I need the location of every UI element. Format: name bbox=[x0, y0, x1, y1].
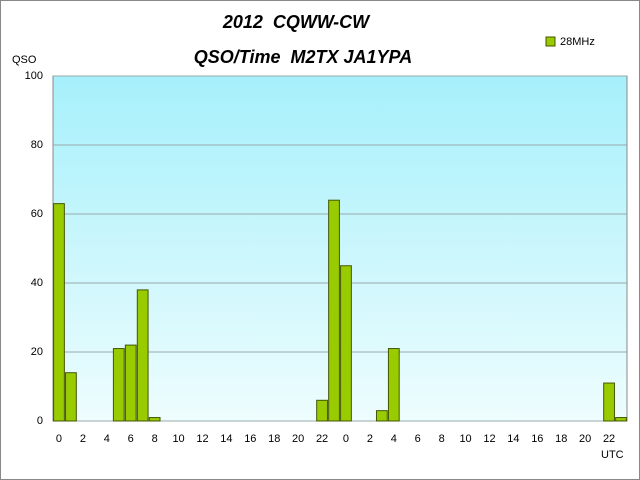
bar bbox=[615, 417, 627, 422]
bar bbox=[124, 344, 137, 422]
plot-area bbox=[52, 75, 628, 422]
x-axis-label: UTC bbox=[601, 449, 624, 461]
y-tick-label: 60 bbox=[31, 208, 43, 220]
bar bbox=[603, 382, 615, 422]
legend-label: 28MHz bbox=[560, 36, 595, 48]
x-tick-label: 6 bbox=[415, 433, 421, 445]
y-tick-label: 80 bbox=[31, 139, 43, 151]
bar bbox=[387, 348, 400, 422]
y-tick-label: 20 bbox=[31, 346, 43, 358]
x-tick-label: 16 bbox=[244, 433, 256, 445]
bar bbox=[340, 265, 352, 422]
y-tick-label: 100 bbox=[25, 70, 43, 82]
x-tick-label: 18 bbox=[268, 433, 280, 445]
x-tick-label: 20 bbox=[579, 433, 591, 445]
bar bbox=[148, 417, 161, 422]
chart-subtitle: QSO/Time M2TX JA1YPA bbox=[194, 47, 412, 67]
x-tick-label: 0 bbox=[56, 433, 62, 445]
bar bbox=[53, 203, 65, 422]
y-axis-label: QSO bbox=[12, 54, 37, 66]
x-tick-label: 22 bbox=[603, 433, 615, 445]
x-tick-label: 12 bbox=[196, 433, 208, 445]
x-tick-label: 8 bbox=[152, 433, 158, 445]
bar bbox=[316, 399, 328, 422]
x-tick-label: 14 bbox=[220, 433, 232, 445]
bar bbox=[112, 348, 125, 422]
x-tick-label: 2 bbox=[80, 433, 86, 445]
x-tick-label: 4 bbox=[104, 433, 110, 445]
x-tick-label: 10 bbox=[459, 433, 471, 445]
x-tick-label: 8 bbox=[439, 433, 445, 445]
y-tick-label: 40 bbox=[31, 277, 43, 289]
x-tick-label: 12 bbox=[483, 433, 495, 445]
x-tick-label: 0 bbox=[343, 433, 349, 445]
x-tick-label: 14 bbox=[507, 433, 519, 445]
bar bbox=[328, 199, 340, 422]
x-tick-label: 4 bbox=[391, 433, 397, 445]
x-tick-label: 18 bbox=[555, 433, 567, 445]
chart-title: 2012 CQWW-CW bbox=[222, 12, 371, 32]
bar bbox=[65, 372, 77, 422]
x-tick-label: 20 bbox=[292, 433, 304, 445]
x-tick-label: 10 bbox=[172, 433, 184, 445]
y-tick-label: 0 bbox=[37, 415, 43, 427]
x-tick-label: 16 bbox=[531, 433, 543, 445]
x-tick-label: 2 bbox=[367, 433, 373, 445]
x-tick-label: 22 bbox=[316, 433, 328, 445]
bar bbox=[136, 289, 149, 422]
bar bbox=[375, 410, 388, 422]
legend-swatch bbox=[545, 36, 556, 47]
x-tick-label: 6 bbox=[128, 433, 134, 445]
